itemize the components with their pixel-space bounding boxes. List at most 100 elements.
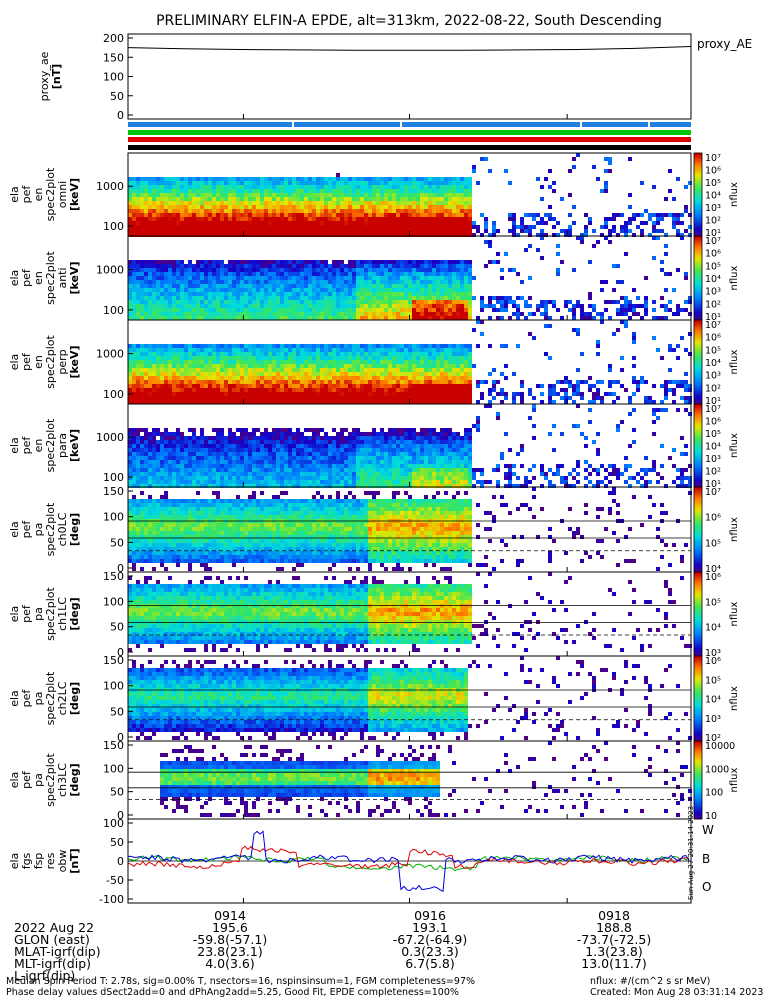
panel-ylabel: pef: [20, 520, 33, 539]
y-tick-label: 0: [117, 855, 124, 868]
orbit-bar-gap: [400, 122, 402, 127]
footer-value: 195.6: [212, 920, 248, 935]
colorbar-tick-label: 10⁵: [705, 345, 721, 356]
y-tick-label: 150: [103, 485, 124, 498]
colorbar-tick-label: 10¹: [705, 312, 721, 323]
panel-ylabel: ch0LC: [56, 512, 69, 546]
colorbar-ch1LC: 10⁶ 10⁵ 10⁴ 10³ nflux: [693, 571, 740, 659]
panel-ylabel: pa: [32, 773, 45, 787]
colorbar-tick-label: 10⁶: [705, 513, 721, 524]
y-tick-label: 1000: [96, 431, 124, 444]
footer-row-l: L-igrf(dip): [6, 958, 75, 982]
footer-mlt-label: MLT-igrf(dip): [13, 956, 92, 971]
y-tick-label: 1000: [96, 264, 124, 277]
colorbar-tick-label: 10⁶: [705, 572, 721, 583]
fgs-legend-w: W: [702, 823, 714, 837]
spectrogram-cells-ch3LC: [128, 741, 692, 817]
colorbar-tick-label: 10³: [705, 648, 721, 659]
panel-ylabel: spec2plot: [44, 335, 57, 389]
footer-value: -73.7(-72.5): [576, 932, 652, 947]
panel-ylabel: para: [56, 433, 69, 458]
panel-ylabel: en: [32, 439, 45, 453]
footer-value: 6.7(5.8): [405, 956, 455, 971]
y-tick-label: 100: [103, 304, 124, 317]
panel-ylabel: proxy_ae: [38, 51, 51, 101]
line-layer: [127, 46, 692, 893]
panel-ylabel: pef: [20, 770, 33, 789]
colorbar-tick-label: 10¹: [705, 479, 721, 490]
colorbar-tick-label: 10⁵: [705, 429, 721, 440]
panel-ylabel: spec2plot: [44, 753, 57, 807]
colorbar-ch0LC: 10⁷ 10⁶ 10⁵ 10⁴ nflux: [693, 486, 740, 575]
colorbar-tick-label: 10²: [705, 216, 721, 227]
orbit-bar: [128, 122, 691, 127]
y-tick-label: 50: [110, 786, 124, 799]
proxy-ae-right-label: proxy_AE: [697, 37, 752, 51]
colorbar-ch2LC: 10⁶ 10⁵ 10⁴ 10³ 10² nflux: [693, 655, 740, 744]
panel-ylabel: spec2plot: [44, 671, 57, 725]
y-tick-label: 50: [110, 90, 124, 103]
panel-ylabel: [keV]: [68, 261, 81, 294]
orbit-bar: [128, 130, 691, 135]
y-tick-label: 100: [103, 471, 124, 484]
panel-ylabel: ela: [8, 521, 21, 538]
colorbar-tick-label: 10⁵: [705, 675, 721, 686]
colorbar-tick-label: 10⁴: [705, 358, 721, 369]
y-tick-label: 100: [103, 680, 124, 693]
colorbar-ch3LC: 10000 1000 100 10 nflux: [693, 740, 740, 822]
y-tick-label: 0: [117, 809, 124, 822]
y-tick-label: 100: [103, 762, 124, 775]
footer-row-mlt: MLT-igrf(dip): [6, 946, 91, 970]
colorbar-tick-label: 10¹: [705, 228, 721, 239]
panel-ylabel: ela: [8, 270, 21, 287]
y-tick-label: 50: [110, 836, 124, 849]
colorbar-tick-label: 10⁴: [705, 695, 721, 706]
panel-ylabel: pef: [20, 268, 33, 287]
panel-ylabel: spec2plot: [44, 418, 57, 472]
colorbar-tick-label: 10³: [705, 371, 721, 382]
colorbar-tick-label: 10²: [705, 733, 721, 744]
spectrogram-cells-ch1LC: [128, 572, 692, 652]
colorbar-tick-label: 10⁶: [705, 333, 721, 344]
panel-ylabel: pef: [20, 185, 33, 204]
y-tick-label: 150: [103, 51, 124, 64]
footer-note-1: Median Spin Period T: 2.78s, sig=0.00% T…: [6, 976, 476, 987]
panel-ylabel: [nT]: [50, 64, 63, 89]
footer-glon-label: GLON (east): [13, 932, 90, 947]
panel-ylabel: en: [32, 355, 45, 369]
panel-ylabel: ch3LC: [56, 763, 69, 797]
panel-ylabel: ela: [8, 437, 21, 454]
footer-created: Created: Mon Aug 28 03:31:14 2023: [590, 987, 764, 998]
colorbar-tick-label: 10⁴: [705, 274, 721, 285]
footer-value: 0918: [598, 908, 630, 923]
y-tick-label: 150: [103, 739, 124, 752]
fgs-legend-o: O: [702, 880, 711, 894]
panel-ylabel: en: [32, 188, 45, 202]
footer-value: 0.3(23.3): [401, 944, 459, 959]
panel-ylabel: res: [44, 852, 57, 869]
panel-ylabel: obw: [56, 850, 69, 873]
colorbar-label: nflux: [729, 767, 740, 792]
panel-ylabel: [nT]: [68, 848, 81, 873]
panel-ylabel: ela: [8, 690, 21, 707]
fgs-w-trace: [127, 845, 690, 870]
proxy-ae-line: [127, 46, 692, 51]
footer-value: 13.0(11.7): [581, 956, 647, 971]
footer-row-mlat: MLAT-igrf(dip): [6, 934, 101, 958]
footer-date-label: 2022 Aug 22: [13, 920, 95, 935]
panel-ylabel: spec2plot: [44, 167, 57, 221]
footer-mlat-label: MLAT-igrf(dip): [13, 944, 101, 959]
colorbar-tick-label: 10⁵: [705, 538, 721, 549]
spectrogram-cells-ch0LC: [128, 487, 692, 571]
footer-row-date: 2022 Aug 22: [6, 910, 94, 934]
panel-ylabel: ch2LC: [56, 681, 69, 715]
panel-ylabel: pef: [20, 604, 33, 623]
panel-ylabel: pef: [20, 689, 33, 708]
panel-ylabel: [keV]: [68, 178, 81, 211]
colorbar-label: nflux: [729, 182, 740, 207]
